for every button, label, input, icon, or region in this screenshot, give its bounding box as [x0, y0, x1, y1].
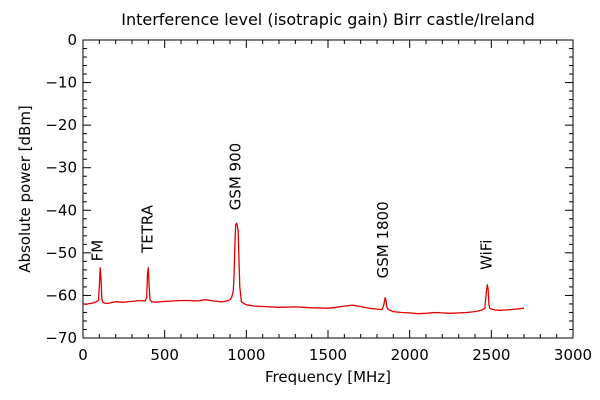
x-tick-label: 0	[78, 346, 88, 364]
y-axis-label: Absolute power [dBm]	[16, 105, 34, 273]
y-tick-label: −60	[45, 286, 77, 304]
peak-annotation: GSM 900	[227, 143, 245, 211]
y-tick-label: −40	[45, 201, 77, 219]
y-tick-label: −30	[45, 159, 77, 177]
y-tick-label: 0	[67, 31, 77, 49]
y-tick-label: −70	[45, 329, 77, 347]
peak-annotation: TETRA	[139, 204, 157, 254]
x-tick-label: 1500	[309, 346, 347, 364]
y-tick-label: −10	[45, 74, 77, 92]
y-tick-label: −20	[45, 116, 77, 134]
x-tick-label: 1000	[227, 346, 265, 364]
chart-title: Interference level (isotrapic gain) Birr…	[121, 10, 535, 29]
annotations: FM TETRA GSM 900 GSM 1800 WiFi	[88, 143, 495, 279]
x-tick-label: 500	[150, 346, 179, 364]
peak-annotation: GSM 1800	[374, 201, 392, 278]
axis-ticks: 0 500 1000 1500 2000 2500 3000 0 −10 −20 −30 −40 −50…	[45, 31, 592, 364]
spectrum-line	[82, 222, 525, 315]
x-tick-label: 2000	[391, 346, 429, 364]
x-axis-label: Frequency [MHz]	[265, 368, 391, 386]
plot-area	[82, 222, 525, 315]
plot-frame	[82, 39, 574, 339]
y-tick-label: −50	[45, 244, 77, 262]
x-tick-label: 3000	[554, 346, 592, 364]
x-tick-label: 2500	[472, 346, 510, 364]
peak-annotation: FM	[88, 240, 106, 262]
peak-annotation: WiFi	[477, 240, 495, 270]
